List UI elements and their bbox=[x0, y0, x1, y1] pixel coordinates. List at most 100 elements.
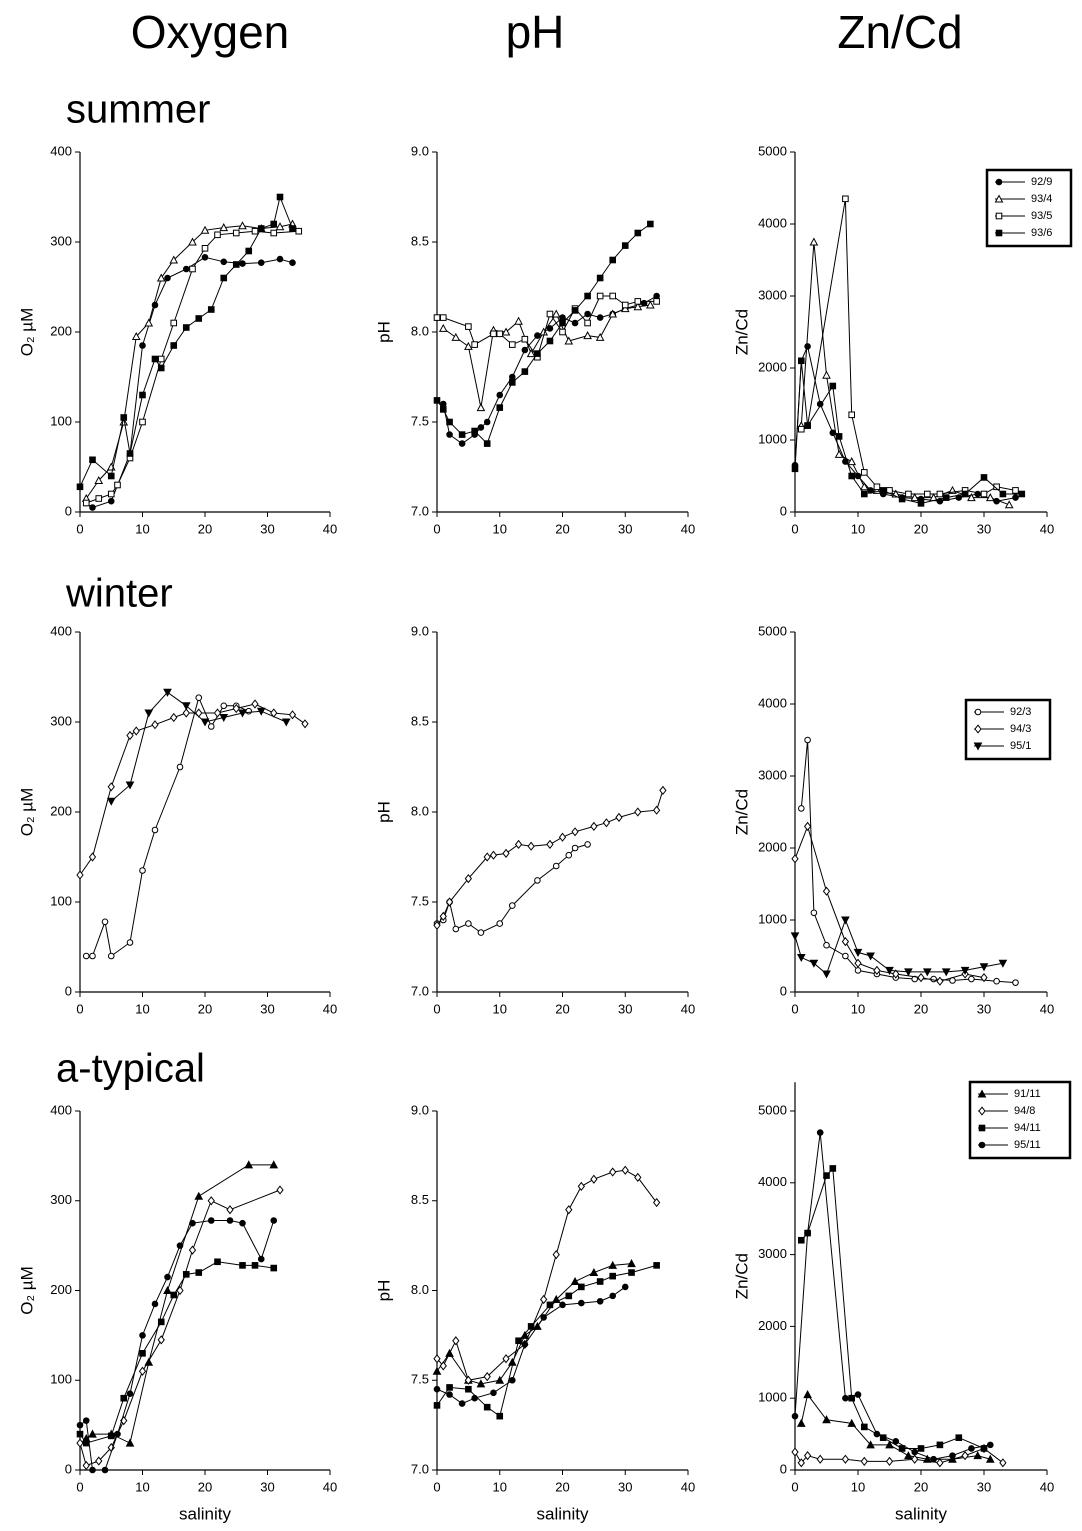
marker bbox=[120, 414, 128, 421]
marker bbox=[596, 314, 604, 321]
marker bbox=[465, 920, 472, 927]
marker bbox=[114, 481, 121, 489]
marker bbox=[170, 342, 178, 349]
marker bbox=[526, 349, 536, 358]
y-axis-label: O₂ µM bbox=[17, 788, 36, 837]
marker bbox=[157, 364, 165, 372]
marker bbox=[433, 1354, 441, 1364]
marker bbox=[170, 1291, 178, 1299]
y-tick-label: 300 bbox=[50, 233, 72, 248]
x-tick-label: 10 bbox=[135, 1479, 149, 1494]
series-line bbox=[794, 824, 985, 982]
marker bbox=[483, 1403, 491, 1411]
marker bbox=[936, 1441, 944, 1449]
marker bbox=[151, 720, 159, 730]
y-axis-label: Zn/Cd bbox=[732, 309, 751, 355]
marker bbox=[540, 1314, 547, 1321]
x-tick-label: 40 bbox=[323, 1479, 337, 1494]
marker bbox=[189, 265, 196, 273]
marker bbox=[483, 852, 491, 862]
marker bbox=[798, 425, 805, 433]
marker bbox=[490, 1389, 497, 1397]
marker bbox=[509, 1376, 516, 1384]
marker bbox=[790, 932, 800, 941]
series-line bbox=[436, 843, 588, 934]
marker bbox=[584, 319, 591, 327]
marker bbox=[842, 1394, 849, 1402]
marker bbox=[627, 1259, 636, 1268]
marker bbox=[139, 391, 146, 399]
marker bbox=[251, 1262, 259, 1269]
marker bbox=[288, 710, 297, 720]
marker bbox=[301, 719, 309, 729]
marker bbox=[1012, 487, 1019, 494]
y-tick-label: 200 bbox=[50, 803, 72, 818]
marker bbox=[823, 941, 830, 949]
marker bbox=[138, 1366, 147, 1376]
series-line bbox=[79, 703, 306, 876]
y-tick-label: 8.0 bbox=[411, 323, 429, 338]
marker bbox=[514, 316, 523, 325]
marker bbox=[220, 702, 228, 710]
marker bbox=[181, 702, 191, 711]
marker bbox=[911, 1454, 919, 1464]
marker bbox=[126, 450, 134, 457]
x-tick-label: 30 bbox=[260, 1001, 274, 1016]
marker bbox=[930, 975, 937, 983]
marker bbox=[151, 355, 159, 363]
series-line bbox=[801, 198, 1016, 495]
marker bbox=[239, 1219, 246, 1227]
y-tick-label: 0 bbox=[65, 1461, 72, 1476]
x-tick-label: 40 bbox=[681, 1479, 695, 1494]
marker bbox=[89, 1466, 96, 1474]
marker bbox=[866, 952, 875, 961]
marker bbox=[94, 475, 104, 484]
marker bbox=[244, 1160, 254, 1169]
marker bbox=[76, 483, 84, 491]
marker bbox=[226, 1217, 234, 1224]
marker bbox=[659, 785, 667, 796]
marker bbox=[257, 259, 265, 267]
marker bbox=[534, 877, 541, 884]
x-tick-label: 0 bbox=[433, 1479, 440, 1494]
marker bbox=[139, 342, 146, 349]
marker bbox=[842, 195, 849, 203]
marker bbox=[125, 781, 135, 790]
x-tick-label: 0 bbox=[791, 1479, 798, 1494]
marker bbox=[967, 493, 976, 502]
y-tick-label: 5000 bbox=[758, 143, 787, 158]
marker bbox=[798, 357, 805, 365]
marker bbox=[182, 708, 190, 718]
marker bbox=[433, 920, 441, 931]
marker bbox=[433, 314, 441, 321]
marker bbox=[596, 274, 604, 282]
marker bbox=[446, 431, 453, 438]
marker bbox=[609, 1292, 617, 1300]
y-tick-label: 400 bbox=[50, 623, 72, 638]
marker bbox=[917, 500, 925, 507]
marker bbox=[490, 330, 497, 338]
y-tick-label: 200 bbox=[50, 323, 72, 338]
marker bbox=[590, 821, 598, 832]
marker bbox=[930, 1455, 937, 1463]
legend-label: 93/4 bbox=[1031, 193, 1052, 205]
legend-marker bbox=[995, 212, 1003, 220]
marker bbox=[458, 1400, 466, 1407]
marker bbox=[238, 221, 247, 230]
marker bbox=[559, 328, 566, 336]
legend-marker bbox=[974, 724, 982, 734]
marker bbox=[985, 493, 995, 502]
marker bbox=[157, 1335, 165, 1345]
marker bbox=[848, 472, 856, 480]
marker bbox=[570, 1276, 580, 1286]
marker bbox=[276, 1185, 284, 1195]
marker bbox=[847, 457, 857, 466]
marker bbox=[647, 220, 654, 228]
marker bbox=[1012, 494, 1019, 501]
x-tick-label: 30 bbox=[260, 1479, 274, 1494]
marker bbox=[634, 807, 642, 817]
marker bbox=[464, 341, 473, 350]
series-line bbox=[79, 1189, 281, 1467]
marker bbox=[169, 255, 179, 264]
x-tick-label: 40 bbox=[1040, 521, 1054, 536]
